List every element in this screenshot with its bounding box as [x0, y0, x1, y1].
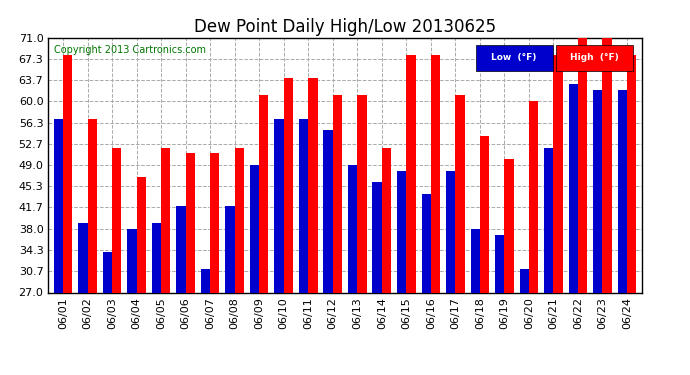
- Bar: [382, 148, 391, 292]
- Bar: [324, 130, 333, 292]
- Bar: [137, 177, 146, 292]
- Bar: [284, 78, 293, 292]
- Bar: [103, 252, 112, 292]
- Bar: [593, 90, 602, 292]
- Bar: [112, 148, 121, 292]
- Bar: [627, 55, 636, 292]
- Bar: [161, 148, 170, 292]
- Bar: [431, 55, 440, 292]
- Bar: [602, 38, 612, 292]
- Bar: [569, 84, 578, 292]
- Bar: [618, 90, 627, 292]
- Bar: [406, 55, 415, 292]
- Bar: [250, 165, 259, 292]
- Bar: [308, 78, 317, 292]
- Bar: [201, 269, 210, 292]
- Bar: [226, 206, 235, 292]
- Text: Copyright 2013 Cartronics.com: Copyright 2013 Cartronics.com: [55, 45, 206, 55]
- Bar: [480, 136, 489, 292]
- Bar: [259, 96, 268, 292]
- Bar: [357, 96, 366, 292]
- Text: Low  (°F): Low (°F): [491, 53, 537, 62]
- Bar: [504, 159, 513, 292]
- Bar: [127, 229, 137, 292]
- Bar: [235, 148, 244, 292]
- Bar: [333, 96, 342, 292]
- Bar: [471, 229, 480, 292]
- Bar: [275, 118, 284, 292]
- FancyBboxPatch shape: [555, 45, 633, 70]
- Bar: [446, 171, 455, 292]
- FancyBboxPatch shape: [475, 45, 553, 70]
- Bar: [544, 148, 553, 292]
- Bar: [186, 153, 195, 292]
- Bar: [397, 171, 406, 292]
- Bar: [348, 165, 357, 292]
- Bar: [422, 194, 431, 292]
- Bar: [88, 118, 97, 292]
- Bar: [299, 118, 308, 292]
- Bar: [373, 182, 382, 292]
- Bar: [455, 96, 464, 292]
- Bar: [553, 55, 563, 292]
- Bar: [520, 269, 529, 292]
- Bar: [495, 234, 504, 292]
- Title: Dew Point Daily High/Low 20130625: Dew Point Daily High/Low 20130625: [194, 18, 496, 36]
- Bar: [54, 118, 63, 292]
- Bar: [78, 223, 88, 292]
- Bar: [63, 55, 72, 292]
- Bar: [578, 38, 587, 292]
- Text: High  (°F): High (°F): [570, 53, 619, 62]
- Bar: [529, 101, 538, 292]
- Bar: [152, 223, 161, 292]
- Bar: [177, 206, 186, 292]
- Bar: [210, 153, 219, 292]
